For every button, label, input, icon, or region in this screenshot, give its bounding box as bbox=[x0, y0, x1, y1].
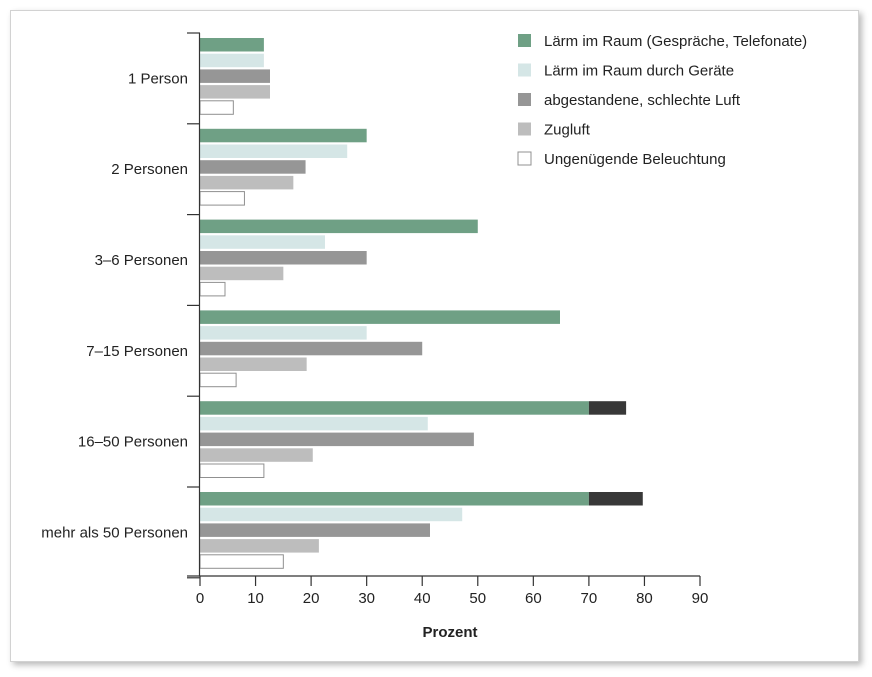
bar-2-5 bbox=[200, 416, 428, 431]
x-tick-label: 50 bbox=[469, 590, 486, 607]
x-tick-label: 60 bbox=[525, 590, 542, 607]
bar-3-6 bbox=[200, 523, 430, 537]
bar-3-2 bbox=[200, 160, 306, 174]
x-axis-title: Prozent bbox=[422, 624, 477, 641]
bar-1-4 bbox=[200, 310, 560, 324]
bar-extension-1-5 bbox=[588, 401, 627, 415]
legend-swatch bbox=[518, 63, 531, 77]
bar-3-1 bbox=[200, 69, 270, 83]
bar-1-1 bbox=[200, 38, 264, 52]
legend-label: Ungenügende Beleuchtung bbox=[544, 151, 726, 168]
legend-swatch bbox=[517, 151, 532, 166]
bar-4-4 bbox=[200, 357, 307, 371]
bar-5-5 bbox=[199, 463, 265, 478]
bar-4-6 bbox=[200, 539, 319, 553]
legend-label: Zugluft bbox=[544, 122, 591, 139]
category-label: 2 Personen bbox=[111, 161, 188, 178]
bar-4-2 bbox=[200, 175, 294, 190]
category-label: mehr als 50 Personen bbox=[41, 524, 188, 541]
bar-5-2 bbox=[199, 191, 245, 206]
bar-1-6 bbox=[200, 492, 589, 506]
bar-extension-1-6 bbox=[588, 492, 643, 506]
chart-frame bbox=[10, 10, 859, 662]
x-tick-label: 30 bbox=[358, 590, 375, 607]
legend: Lärm im Raum (Gespräche, Telefonate) Lärm… bbox=[517, 33, 807, 168]
bar-1-2 bbox=[200, 128, 367, 143]
x-tick-label: 10 bbox=[247, 590, 264, 607]
x-tick-label: 20 bbox=[303, 590, 320, 607]
bar-1-5 bbox=[200, 401, 589, 415]
bar-5-4 bbox=[199, 372, 237, 388]
x-tick-label: 40 bbox=[414, 590, 431, 607]
category-label: 16–50 Personen bbox=[78, 434, 188, 451]
bar-4-1 bbox=[200, 85, 270, 99]
legend-swatch bbox=[518, 122, 531, 136]
x-tick-label: 0 bbox=[196, 590, 204, 607]
bar-2-1 bbox=[200, 53, 264, 68]
category-label: 1 Person bbox=[128, 70, 188, 87]
bar-3-3 bbox=[200, 251, 367, 265]
category-label: 7–15 Personen bbox=[86, 343, 188, 360]
bar-1-3 bbox=[200, 219, 478, 234]
legend-swatch bbox=[518, 93, 531, 106]
x-tick-label: 90 bbox=[692, 590, 709, 607]
bar-2-3 bbox=[200, 235, 325, 249]
x-tick-label: 80 bbox=[636, 590, 653, 607]
bar-2-6 bbox=[200, 507, 463, 522]
bar-5-3 bbox=[199, 281, 226, 297]
x-tick-label: 70 bbox=[581, 590, 598, 607]
bar-2-4 bbox=[200, 326, 367, 340]
axes-layer: 1 Person 2 Personen 3–6 Personen 7–15 Perso… bbox=[41, 32, 709, 641]
bar-3-4 bbox=[200, 341, 423, 356]
bar-5-1 bbox=[199, 100, 234, 115]
bars-layer bbox=[199, 38, 643, 569]
legend-label: Lärm im Raum durch Geräte bbox=[544, 63, 734, 80]
bar-5-6 bbox=[199, 554, 284, 569]
bar-4-5 bbox=[200, 448, 313, 462]
legend-swatch bbox=[518, 34, 531, 47]
legend-label: abgestandene, schlechte Luft bbox=[544, 92, 741, 109]
legend-label: Lärm im Raum (Gespräche, Telefonate) bbox=[544, 33, 807, 50]
category-label: 3–6 Personen bbox=[95, 252, 188, 269]
bar-3-5 bbox=[200, 432, 474, 447]
bar-2-2 bbox=[200, 144, 348, 158]
bar-4-3 bbox=[200, 266, 284, 281]
